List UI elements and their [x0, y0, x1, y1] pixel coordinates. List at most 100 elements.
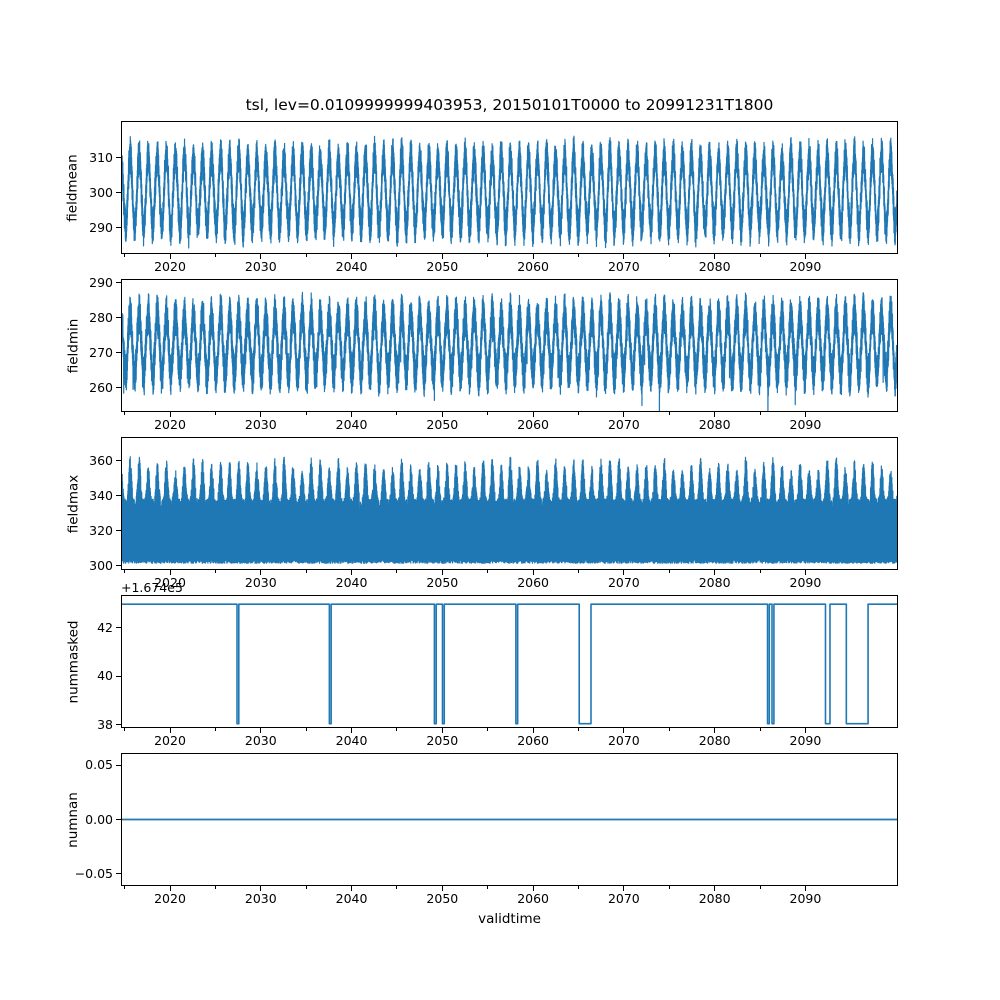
- x-minor-tick: [396, 254, 398, 257]
- y-axis-label-fieldmean: fieldmean: [55, 121, 91, 254]
- x-tick-label: 2020: [154, 575, 186, 590]
- x-major-tick: [441, 412, 443, 417]
- x-major-tick: [714, 728, 716, 733]
- x-major-tick: [532, 728, 534, 733]
- x-tick-label: 2080: [698, 417, 731, 432]
- x-tick-label: 2040: [335, 575, 368, 590]
- x-major-tick: [260, 412, 262, 417]
- x-tick-label: 2030: [244, 891, 277, 906]
- x-major-tick: [623, 728, 625, 733]
- x-major-tick: [804, 412, 806, 417]
- x-major-tick: [441, 570, 443, 575]
- y-tick: [116, 157, 121, 159]
- y-tick-label: 290: [89, 219, 113, 235]
- x-tick-label: 2080: [698, 733, 731, 748]
- x-minor-tick: [759, 412, 761, 415]
- x-tick-label: 2020: [154, 733, 186, 748]
- x-minor-tick: [305, 570, 307, 573]
- x-minor-tick: [214, 570, 216, 573]
- x-minor-tick: [396, 728, 398, 731]
- subplot-nummasked: [121, 595, 898, 728]
- x-tick-label: 2030: [244, 733, 277, 748]
- x-tick-label: 2060: [517, 575, 549, 590]
- x-minor-tick: [668, 886, 670, 889]
- subplot-fieldmean: [121, 121, 898, 254]
- y-tick: [116, 764, 121, 766]
- x-minor-tick: [577, 728, 579, 731]
- x-tick-label: 2050: [426, 575, 459, 590]
- y-tick-label: 40: [97, 668, 113, 684]
- x-major-tick: [714, 412, 716, 417]
- x-major-tick: [351, 254, 353, 259]
- x-major-tick: [169, 412, 171, 417]
- x-major-tick: [714, 886, 716, 891]
- x-tick-label: 2090: [789, 417, 822, 432]
- x-minor-tick: [124, 728, 126, 731]
- y-tick-label: 320: [89, 522, 113, 538]
- y-tick-label: 280: [89, 309, 113, 325]
- y-tick-label: 260: [89, 379, 113, 395]
- x-minor-tick: [577, 886, 579, 889]
- x-minor-tick: [305, 728, 307, 731]
- y-tick-label: 300: [89, 557, 113, 573]
- x-tick-label: 2020: [154, 891, 186, 906]
- x-tick-label: 2090: [789, 733, 822, 748]
- x-minor-tick: [487, 254, 489, 257]
- y-axis-label-nummasked: nummasked: [55, 595, 91, 728]
- y-tick: [116, 495, 121, 497]
- y-axis-label-text: numnan: [65, 791, 81, 848]
- x-tick-label: 2050: [426, 417, 459, 432]
- x-minor-tick: [759, 570, 761, 573]
- y-tick: [116, 317, 121, 318]
- x-major-tick: [623, 886, 625, 891]
- x-tick-label: 2090: [789, 575, 822, 590]
- x-minor-tick: [577, 254, 579, 257]
- x-minor-tick: [668, 254, 670, 257]
- axis-offset-text: +1.674e5: [121, 580, 183, 595]
- x-major-tick: [804, 570, 806, 575]
- subplot-fieldmin: [121, 279, 898, 412]
- x-major-tick: [441, 728, 443, 733]
- y-axis-label-text: nummasked: [65, 620, 81, 703]
- x-major-tick: [532, 570, 534, 575]
- x-tick-label: 2030: [244, 417, 277, 432]
- x-tick-label: 2030: [244, 259, 277, 274]
- y-tick-label: 360: [89, 452, 113, 468]
- x-tick-label: 2040: [335, 259, 368, 274]
- x-minor-tick: [214, 254, 216, 257]
- x-tick-label: 2040: [335, 891, 368, 906]
- x-tick-label: 2080: [698, 259, 731, 274]
- x-tick-label: 2060: [517, 733, 549, 748]
- x-major-tick: [623, 412, 625, 417]
- x-minor-tick: [759, 728, 761, 731]
- y-tick: [116, 724, 121, 726]
- x-minor-tick: [214, 886, 216, 889]
- y-tick: [116, 192, 121, 194]
- y-tick: [116, 460, 121, 462]
- y-tick-label: 0.05: [85, 757, 113, 773]
- y-tick-label: 340: [89, 487, 113, 503]
- subplot-fieldmax: [121, 437, 898, 570]
- y-tick: [116, 873, 121, 875]
- x-minor-tick: [487, 728, 489, 731]
- x-minor-tick: [124, 412, 126, 415]
- x-minor-tick: [668, 728, 670, 731]
- series-line-fieldmin: [122, 291, 897, 411]
- y-axis-label-text: fieldmean: [65, 153, 82, 222]
- series-plot-area: [122, 603, 897, 725]
- y-axis-label-text: fieldmax: [65, 474, 82, 533]
- y-tick-label: 290: [89, 274, 113, 290]
- x-minor-tick: [396, 886, 398, 889]
- x-major-tick: [532, 412, 534, 417]
- x-major-tick: [169, 728, 171, 733]
- y-tick: [116, 352, 121, 353]
- y-axis-label-fieldmax: fieldmax: [55, 437, 91, 570]
- x-tick-label: 2060: [517, 417, 549, 432]
- x-minor-tick: [487, 570, 489, 573]
- x-major-tick: [169, 570, 171, 575]
- x-tick-label: 2080: [698, 575, 731, 590]
- x-minor-tick: [214, 728, 216, 731]
- series-line-fieldmean: [122, 135, 897, 249]
- series-plot-area: [122, 818, 897, 821]
